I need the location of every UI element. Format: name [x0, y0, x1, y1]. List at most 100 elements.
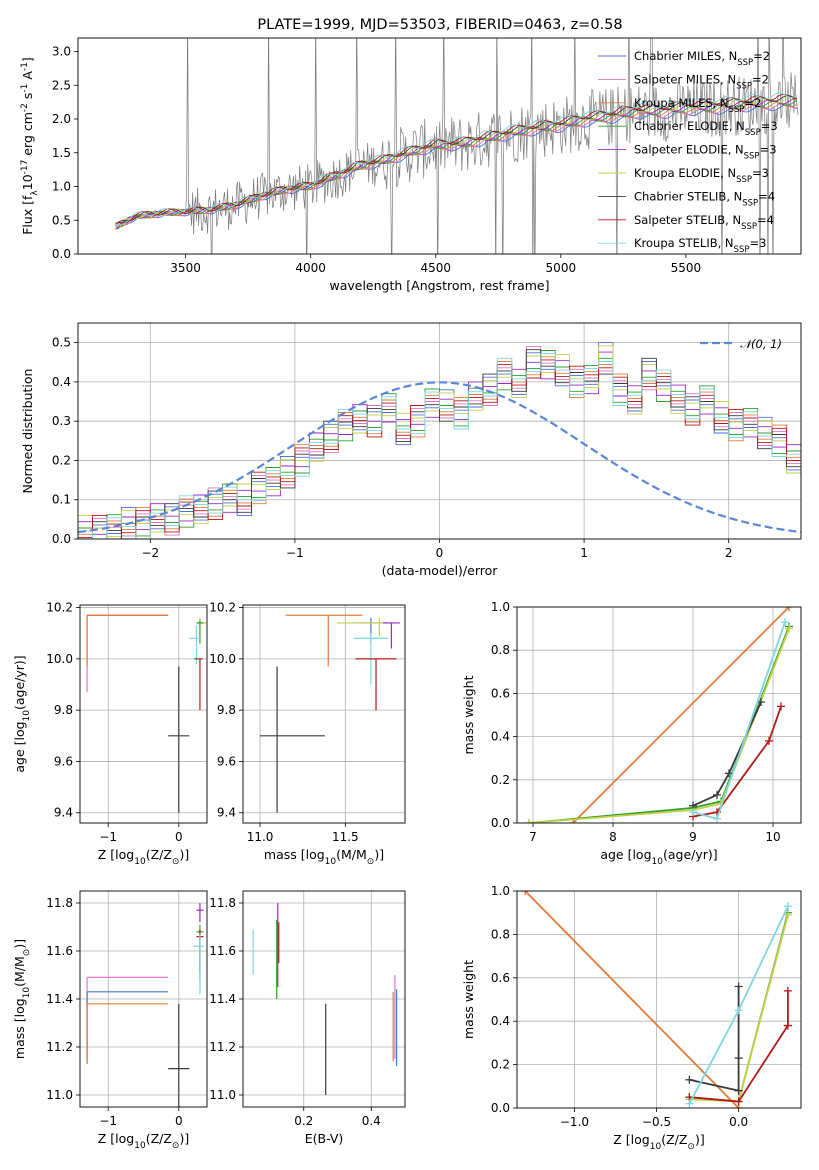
- x-tick-label: 4500: [420, 261, 451, 275]
- y-tick-label: 2.5: [52, 78, 71, 92]
- x-tick-label: 7: [529, 830, 537, 844]
- x-axis-label: wavelength [Angstrom, rest frame]: [329, 278, 549, 293]
- model-spectrum-4: [115, 97, 798, 230]
- legend-label-3: Chabrier ELODIE, NSSP=3: [634, 119, 778, 138]
- legend-label-5: Kroupa ELODIE, NSSP=3: [634, 166, 769, 185]
- y-tick-label: 11.6: [46, 944, 73, 958]
- y-tick-label: 11.4: [46, 992, 73, 1006]
- histogram-7: [78, 359, 801, 538]
- y-tick-label: 1.0: [491, 600, 510, 614]
- x-tick-label: 5500: [671, 261, 702, 275]
- plot-area: [243, 891, 405, 1107]
- x-tick-label: −1: [286, 546, 304, 560]
- y-tick-label: 11.2: [46, 1040, 73, 1054]
- y-tick-label: 11.6: [209, 944, 236, 958]
- y-tick-label: 11.2: [209, 1040, 236, 1054]
- x-axis-label: E(B-V): [305, 1131, 344, 1146]
- y-tick-label: 0.1: [52, 493, 71, 507]
- x-axis-label: mass [log10(M/M⊙)]: [264, 847, 384, 867]
- chart-mass-vs-Z: −1 0 11.0 11.2 11.4 11.6 11.8 Z [log10(Z/Z⊙)] ma…: [12, 890, 208, 1151]
- y-tick-label: 2.0: [52, 112, 71, 126]
- x-axis-label: (data-model)/error: [382, 563, 499, 578]
- x-tick-label: 4000: [295, 261, 326, 275]
- y-tick-label: 0.2: [491, 773, 510, 787]
- model-spectrum-6: [115, 95, 798, 225]
- y-tick-label: 10.2: [209, 601, 236, 615]
- y-tick-label: 0.8: [491, 643, 510, 657]
- y-tick-label: 0.4: [491, 1014, 510, 1028]
- y-tick-label: 10.2: [46, 601, 73, 615]
- x-tick-label: 11.0: [247, 830, 274, 844]
- plot-area: [78, 323, 801, 539]
- y-tick-label: 10.0: [209, 652, 236, 666]
- axes-frame: [242, 890, 406, 1108]
- axes-frame: [77, 322, 802, 540]
- axes-frame: [516, 890, 802, 1109]
- y-tick-label: 9.4: [54, 806, 73, 820]
- y-tick-label: 9.8: [217, 703, 236, 717]
- figure-title: PLATE=1999, MJD=53503, FIBERID=0463, z=0…: [257, 17, 622, 33]
- x-tick-label: 0: [175, 1114, 183, 1128]
- y-tick-label: 0.0: [491, 1101, 510, 1115]
- y-axis-label: Flux [fλ10-17 erg cm-2 s-1 A-1]: [20, 57, 40, 235]
- y-tick-label: 0.2: [491, 1058, 510, 1072]
- model-spectrum-8: [115, 92, 798, 226]
- x-tick-label: 0: [175, 830, 183, 844]
- legend-label-4: Salpeter ELODIE, NSSP=3: [634, 143, 777, 162]
- model-spectrum-7: [115, 93, 798, 224]
- x-tick-label: −1: [99, 830, 117, 844]
- y-tick-label: 11.0: [46, 1088, 73, 1102]
- x-tick-label: 11.5: [332, 830, 359, 844]
- y-axis-label: mass weight: [461, 675, 476, 754]
- y-tick-label: 9.8: [54, 703, 73, 717]
- plot-area: [517, 607, 801, 823]
- y-tick-label: 3.0: [52, 45, 71, 59]
- chart-mass-weight-vs-Z: −1.0 −0.5 0.0 0.0 0.2 0.4 0.6 0.8 1.0 Z [log10(Z/…: [461, 884, 802, 1152]
- histogram-0: [78, 342, 801, 539]
- chart-age-vs-Z: −1 0 9.4 9.6 9.8 10.0 10.2 Z [log10(Z/Z⊙)] age […: [12, 601, 208, 867]
- legend-label-6: Chabrier STELIB, NSSP=4: [634, 189, 775, 208]
- plot-area: [80, 605, 207, 823]
- y-tick-label: 11.0: [209, 1088, 236, 1102]
- x-tick-label: 10: [765, 830, 780, 844]
- legend-label-normal: 𝒩(0, 1): [740, 337, 782, 351]
- y-axis-label: mass [log10(M/M⊙)]: [12, 939, 32, 1059]
- x-tick-label: −1.0: [560, 1115, 589, 1129]
- y-axis-label: age [log10(age/yr)]: [12, 655, 32, 772]
- x-axis-label: age [log10(age/yr)]: [600, 847, 717, 867]
- y-tick-label: 9.6: [217, 754, 236, 768]
- y-tick-label: 11.8: [46, 896, 73, 910]
- y-axis-label: mass weight: [461, 960, 476, 1039]
- weight-line-0: [572, 607, 790, 823]
- axes-frame: [79, 890, 208, 1108]
- x-tick-label: 0: [436, 546, 444, 560]
- y-tick-label: 9.4: [217, 806, 236, 820]
- axes-frame: [77, 37, 802, 255]
- y-tick-label: 0.6: [491, 971, 510, 985]
- x-tick-label: 3500: [170, 261, 201, 275]
- y-tick-label: 0.5: [52, 213, 71, 227]
- y-tick-label: 0.4: [491, 730, 510, 744]
- chart-residual-histogram: −2 −1 0 1 2 0.0 0.1 0.2 0.3 0.4 0.5 (data-model)/er…: [20, 322, 802, 578]
- y-tick-label: 0.3: [52, 414, 71, 428]
- x-tick-label: 9: [689, 830, 697, 844]
- y-tick-label: 0.2: [52, 453, 71, 467]
- y-tick-label: 1.0: [491, 884, 510, 898]
- plot-area: [243, 605, 405, 823]
- x-tick-label: 1: [580, 546, 588, 560]
- model-spectrum-3: [115, 99, 798, 230]
- plot-area: [115, 38, 799, 254]
- histogram-8: [78, 353, 801, 539]
- chart-mass-weight-vs-age: 7 8 9 10 0.0 0.2 0.4 0.6 0.8 1.0 age [log10(age/yr…: [461, 600, 802, 867]
- y-tick-label: 0.0: [52, 247, 71, 261]
- y-tick-label: 1.0: [52, 180, 71, 194]
- x-tick-label: −2: [141, 546, 159, 560]
- y-tick-label: 0.4: [52, 375, 71, 389]
- legend-label-0: Chabrier MILES, NSSP=2: [634, 49, 770, 68]
- y-tick-label: 0.0: [52, 532, 71, 546]
- chart-age-vs-mass: 11.0 11.5 9.4 9.6 9.8 10.0 10.2 mass [log10(M/M…: [209, 601, 406, 867]
- normal-curve: [78, 381, 801, 534]
- x-tick-label: 0.0: [729, 1115, 748, 1129]
- y-tick-label: 10.0: [46, 652, 73, 666]
